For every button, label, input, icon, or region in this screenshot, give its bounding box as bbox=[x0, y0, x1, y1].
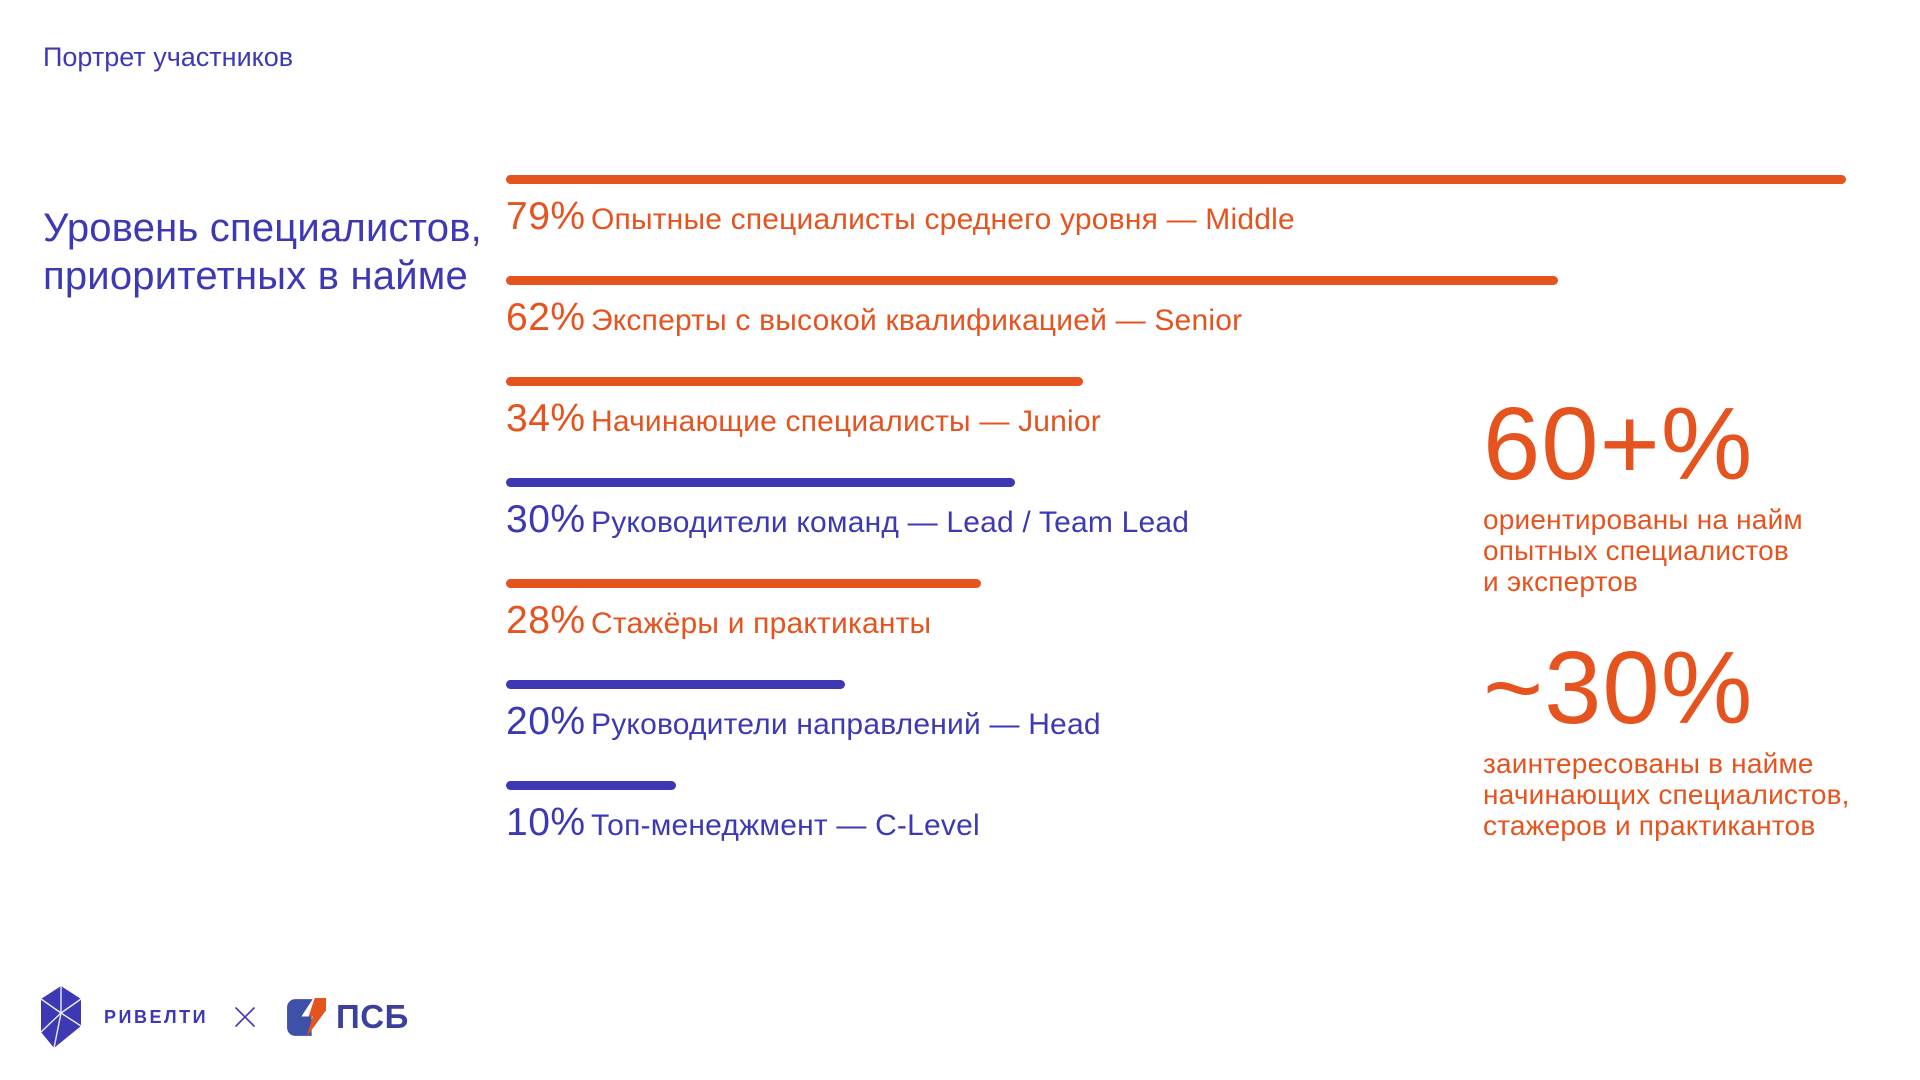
bar-row: 62% Эксперты с высокой квалификацией — S… bbox=[506, 276, 1906, 377]
collab-x-icon bbox=[235, 1007, 255, 1027]
bar-chart: 79% Опытные специалисты среднего уровня … bbox=[506, 175, 1906, 882]
highlight-caption: заинтересованы в найме начинающих специа… bbox=[1483, 748, 1850, 841]
bar-row-text: 30% Руководители команд — Lead / Team Le… bbox=[506, 498, 1906, 542]
bar-row-text: 79% Опытные специалисты среднего уровня … bbox=[506, 195, 1906, 239]
bar-row-text: 10% Топ-менеджмент — C-Level bbox=[506, 801, 1906, 845]
bar bbox=[506, 377, 1083, 386]
footer-logos: РИВЕЛТИ ПСБ bbox=[40, 984, 409, 1050]
rivelti-logo-icon bbox=[40, 986, 82, 1048]
bar-label: Топ-менеджмент — C-Level bbox=[591, 809, 980, 842]
highlight-value: 60+% bbox=[1483, 386, 1754, 501]
bar-row: 10% Топ-менеджмент — C-Level bbox=[506, 781, 1906, 882]
bar bbox=[506, 175, 1846, 184]
highlight-block: ~30% заинтересованы в найме начинающих с… bbox=[1483, 636, 1850, 841]
bar-label: Эксперты с высокой квалификацией — Senio… bbox=[591, 304, 1243, 337]
bar-value: 62% bbox=[506, 296, 586, 339]
highlight-caption: ориентированы на найм опытных специалист… bbox=[1483, 504, 1803, 597]
bar-row: 30% Руководители команд — Lead / Team Le… bbox=[506, 478, 1906, 579]
slide-kicker: Портрет участников bbox=[43, 42, 294, 72]
bar-value: 10% bbox=[506, 801, 586, 844]
bar-row-text: 20% Руководители направлений — Head bbox=[506, 700, 1906, 744]
bar bbox=[506, 680, 845, 689]
psb-logo-icon bbox=[287, 997, 326, 1037]
bar bbox=[506, 579, 981, 588]
rivelti-wordmark: РИВЕЛТИ bbox=[104, 1006, 209, 1027]
bar-label: Опытные специалисты среднего уровня — Mi… bbox=[591, 203, 1295, 236]
bar-label: Начинающие специалисты — Junior bbox=[591, 405, 1101, 438]
bar-value: 34% bbox=[506, 397, 586, 440]
bar-row: 28% Стажёры и практиканты bbox=[506, 579, 1906, 680]
bar-value: 20% bbox=[506, 700, 586, 743]
highlight-value: ~30% bbox=[1483, 630, 1754, 745]
highlight-block: 60+% ориентированы на найм опытных специ… bbox=[1483, 392, 1803, 597]
bar-label: Руководители направлений — Head bbox=[591, 708, 1101, 741]
bar-row-text: 28% Стажёры и практиканты bbox=[506, 599, 1906, 643]
bar-row: 79% Опытные специалисты среднего уровня … bbox=[506, 175, 1906, 276]
bar bbox=[506, 478, 1015, 487]
bar-label: Стажёры и практиканты bbox=[591, 607, 932, 640]
bar bbox=[506, 781, 676, 790]
bar-label: Руководители команд — Lead / Team Lead bbox=[591, 506, 1190, 539]
bar-row-text: 34% Начинающие специалисты — Junior bbox=[506, 397, 1906, 441]
bar bbox=[506, 276, 1558, 285]
bar-value: 28% bbox=[506, 599, 586, 642]
bar-value: 79% bbox=[506, 195, 586, 238]
bar-value: 30% bbox=[506, 498, 586, 541]
psb-wordmark: ПСБ bbox=[336, 998, 409, 1035]
bar-row-text: 62% Эксперты с высокой квалификацией — S… bbox=[506, 296, 1906, 340]
bar-row: 34% Начинающие специалисты — Junior bbox=[506, 377, 1906, 478]
chart-title: Уровень специалистов, приоритетных в най… bbox=[43, 206, 482, 298]
bar-row: 20% Руководители направлений — Head bbox=[506, 680, 1906, 781]
